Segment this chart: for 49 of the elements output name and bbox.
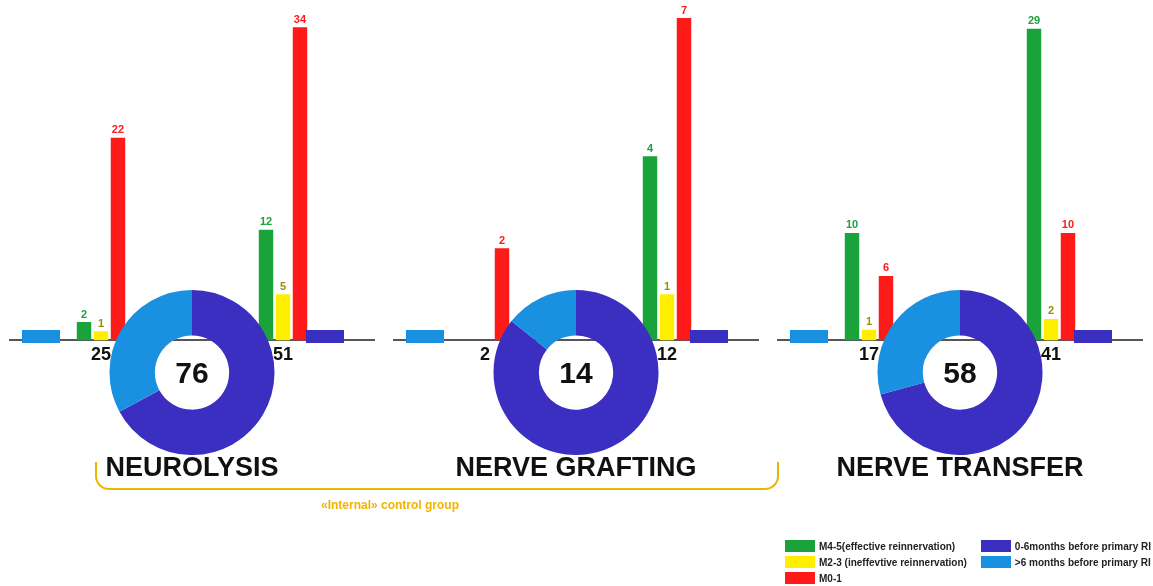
data-label: 2 bbox=[80, 307, 88, 320]
data-label: 1 bbox=[865, 315, 873, 328]
data-label: 2 bbox=[1047, 304, 1055, 317]
text: «Internal» control group bbox=[320, 498, 459, 512]
x-tick-label: 51 bbox=[272, 344, 294, 365]
data-label: 4 bbox=[646, 141, 654, 154]
text: 58 bbox=[943, 355, 977, 389]
bar bbox=[494, 248, 510, 341]
data-label: 6 bbox=[882, 261, 890, 274]
text: 76 bbox=[175, 355, 209, 389]
legend-label: M4-5(effective reinnervation) bbox=[819, 540, 956, 552]
bar bbox=[844, 232, 860, 341]
data-label: 5 bbox=[279, 279, 287, 292]
legend-label: M0-1 bbox=[819, 572, 842, 584]
bar bbox=[275, 294, 291, 341]
bar bbox=[1026, 28, 1042, 341]
bar bbox=[1060, 232, 1076, 341]
data-label: 29 bbox=[1027, 14, 1041, 27]
bar bbox=[642, 156, 658, 341]
text: NERVE TRANSFER bbox=[836, 452, 1084, 482]
data-label: 34 bbox=[293, 12, 307, 25]
bar bbox=[292, 27, 308, 341]
legend-label: >6 months before primary RI bbox=[1014, 556, 1151, 568]
legend-label: M2-3 (ineffevtive reinnervation) bbox=[819, 556, 967, 568]
text: NERVE GRAFTING bbox=[455, 452, 697, 482]
text: 14 bbox=[559, 355, 593, 389]
x-tick-label: 2 bbox=[479, 344, 491, 365]
data-label: 10 bbox=[845, 218, 859, 231]
data-label: 1 bbox=[97, 316, 105, 329]
text: NEUROLYSIS bbox=[105, 452, 279, 482]
data-label: 22 bbox=[111, 123, 125, 136]
bar bbox=[76, 321, 92, 341]
data-label: 7 bbox=[680, 3, 688, 16]
data-label: 12 bbox=[259, 215, 273, 228]
x-tick-label: 41 bbox=[1040, 344, 1062, 365]
data-label: 2 bbox=[498, 233, 506, 246]
bar bbox=[676, 18, 692, 341]
legend-label: 0-6months before primary RI bbox=[1014, 540, 1151, 552]
bar bbox=[861, 329, 877, 341]
bar bbox=[93, 331, 109, 341]
x-tick-label: 25 bbox=[90, 344, 112, 365]
bar bbox=[659, 294, 675, 341]
bar bbox=[110, 137, 126, 341]
bar bbox=[258, 229, 274, 341]
x-tick-label: 17 bbox=[858, 344, 880, 365]
bar bbox=[1043, 318, 1059, 341]
data-label: 10 bbox=[1061, 218, 1075, 231]
x-tick-label: 12 bbox=[656, 344, 678, 365]
data-label: 1 bbox=[663, 279, 671, 292]
